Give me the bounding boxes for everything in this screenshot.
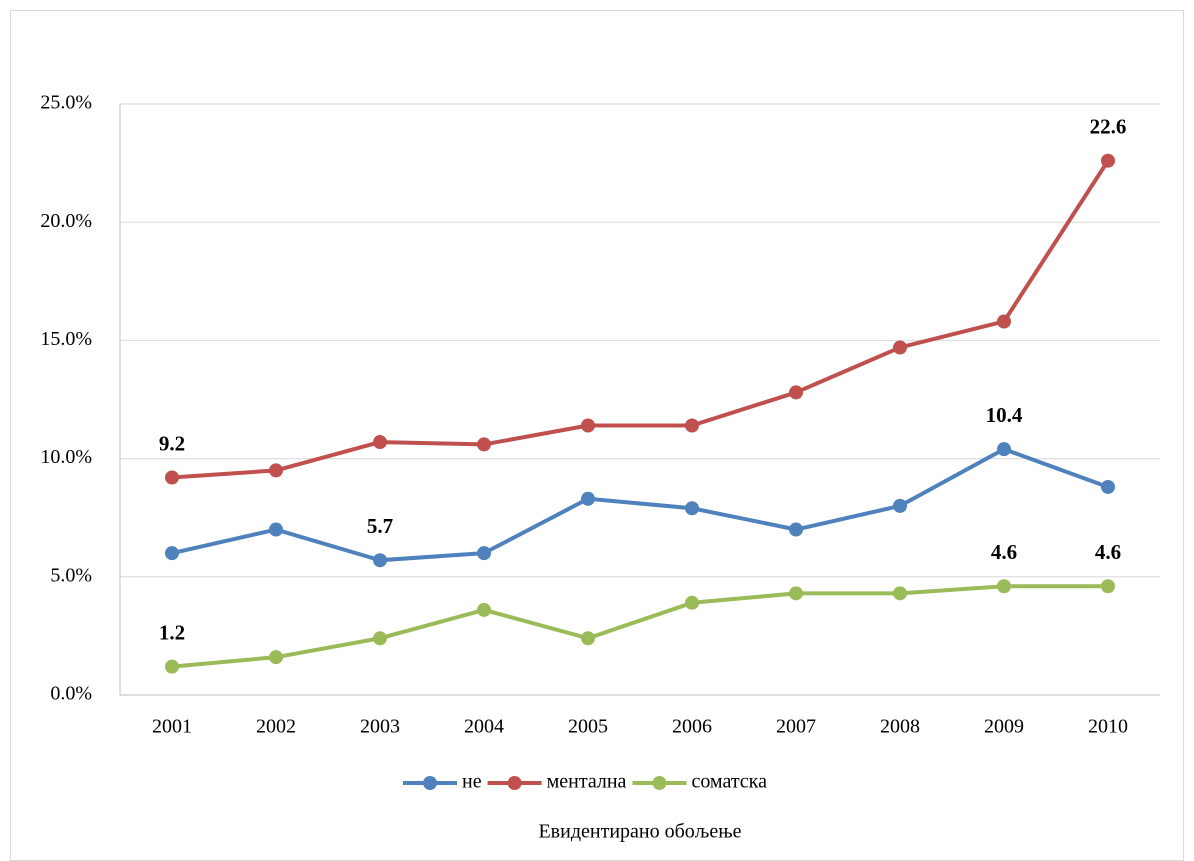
data-point xyxy=(477,602,491,617)
legend-marker xyxy=(507,776,522,790)
data-point xyxy=(893,586,907,601)
data-label: 22.6 xyxy=(1090,115,1127,139)
data-point xyxy=(685,418,699,433)
data-point xyxy=(269,522,283,537)
data-point xyxy=(789,522,803,537)
data-point xyxy=(165,470,179,485)
data-point xyxy=(893,340,907,355)
x-axis-title: Евидентирано обољење xyxy=(538,821,741,843)
legend-marker xyxy=(423,776,437,790)
x-tick-label: 2008 xyxy=(880,716,920,738)
y-tick-label: 15.0% xyxy=(40,328,92,350)
data-point xyxy=(685,595,699,610)
data-point xyxy=(893,498,907,513)
x-tick-label: 2007 xyxy=(776,716,816,738)
y-tick-label: 0.0% xyxy=(50,683,92,705)
legend-label: ментална xyxy=(547,771,627,793)
data-label: 10.4 xyxy=(986,403,1023,427)
x-tick-label: 2010 xyxy=(1088,716,1128,738)
y-tick-label: 25.0% xyxy=(40,92,92,114)
x-tick-label: 2009 xyxy=(984,716,1024,738)
x-tick-label: 2003 xyxy=(360,716,400,738)
data-point xyxy=(165,546,179,561)
x-tick-label: 2004 xyxy=(464,716,504,738)
data-point xyxy=(997,579,1011,594)
series-line xyxy=(171,584,1108,669)
legend-label: соматска xyxy=(691,771,767,793)
x-tick-label: 2002 xyxy=(256,716,296,738)
legend-label: не xyxy=(462,771,482,793)
data-point xyxy=(269,650,283,665)
data-point xyxy=(997,314,1011,329)
data-label: 4.6 xyxy=(991,540,1017,564)
data-point xyxy=(1101,153,1115,168)
data-point xyxy=(1101,479,1115,494)
data-point xyxy=(373,553,387,568)
data-point xyxy=(165,659,179,674)
x-tick-label: 2006 xyxy=(672,716,712,738)
data-point xyxy=(373,435,387,450)
data-point xyxy=(1101,579,1115,594)
y-tick-label: 10.0% xyxy=(40,446,92,468)
y-tick-label: 5.0% xyxy=(50,564,92,586)
data-label: 9.2 xyxy=(159,431,185,455)
data-point xyxy=(789,586,803,601)
series-line xyxy=(171,159,1110,480)
data-point xyxy=(373,631,387,646)
data-point xyxy=(581,418,595,433)
data-label: 1.2 xyxy=(159,620,185,644)
data-point xyxy=(685,501,699,516)
chart-border xyxy=(10,10,1184,861)
data-point xyxy=(789,385,803,400)
data-point xyxy=(269,463,283,478)
y-tick-label: 20.0% xyxy=(40,210,92,232)
data-point xyxy=(581,491,595,506)
data-label: 4.6 xyxy=(1095,540,1121,564)
x-tick-label: 2001 xyxy=(152,716,192,738)
data-point xyxy=(477,437,491,452)
legend-marker xyxy=(652,776,667,790)
data-point xyxy=(997,442,1011,457)
series-line xyxy=(171,447,1109,563)
data-point xyxy=(477,546,491,561)
data-label: 5.7 xyxy=(367,514,393,538)
x-tick-label: 2005 xyxy=(568,716,608,738)
data-point xyxy=(581,631,595,646)
